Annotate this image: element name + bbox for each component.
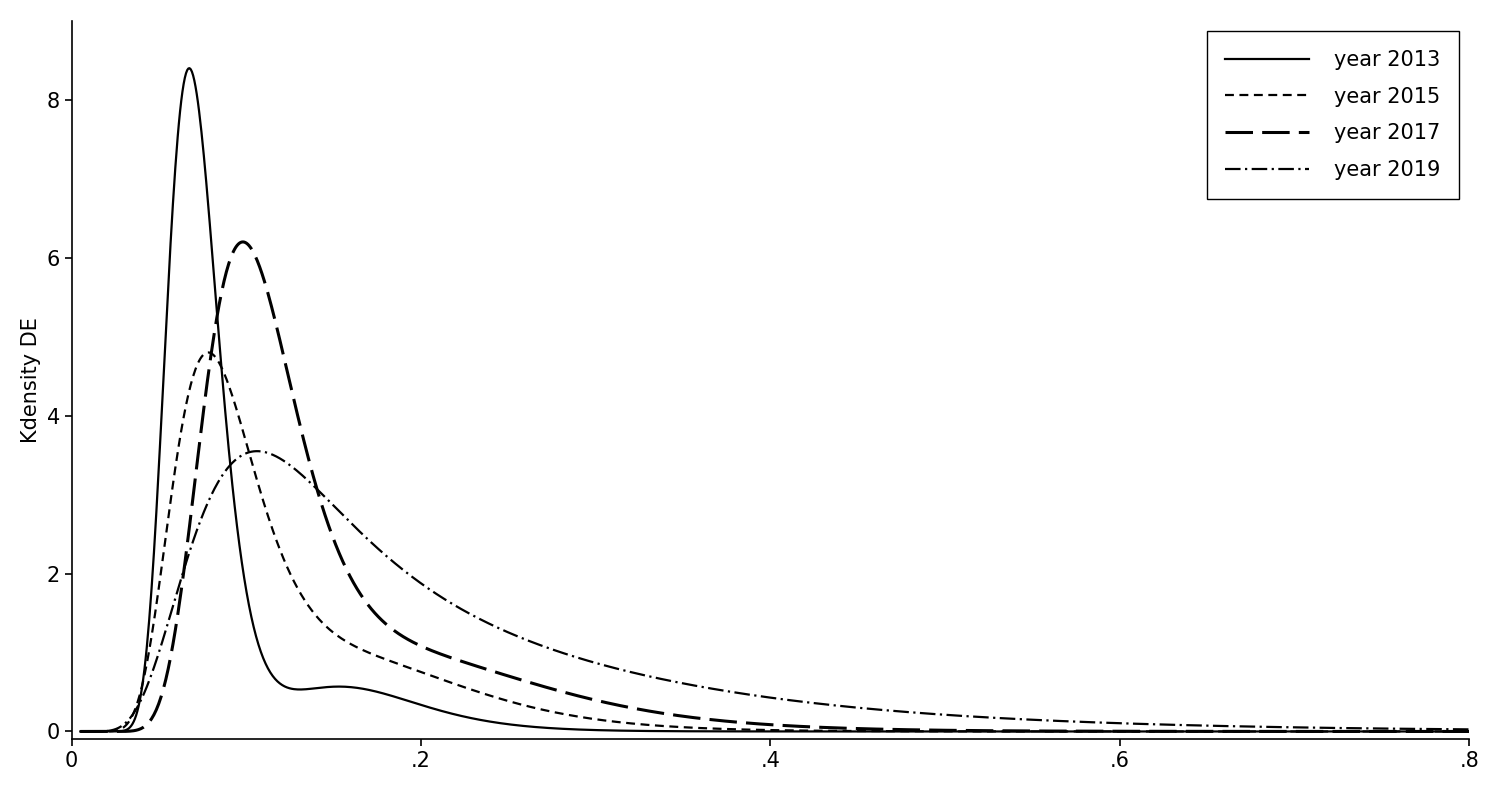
year 2015: [200, 348, 217, 357]
year 2017: [234, 237, 252, 246]
Y-axis label: Kdensity DE: Kdensity DE: [21, 317, 40, 443]
Line: year 2013: year 2013: [81, 68, 1500, 732]
year 2013: [552, 724, 570, 733]
year 2019: [72, 727, 90, 737]
Line: year 2017: year 2017: [81, 242, 1500, 732]
year 2013: [850, 727, 868, 737]
year 2015: [312, 617, 330, 626]
year 2019: [312, 489, 330, 498]
year 2019: [261, 449, 279, 459]
year 2013: [690, 726, 708, 736]
Legend: year 2013, year 2015, year 2017, year 2019: year 2013, year 2015, year 2017, year 20…: [1206, 31, 1460, 199]
year 2019: [249, 447, 267, 456]
year 2019: [850, 703, 868, 713]
year 2013: [821, 727, 839, 737]
year 2017: [1496, 727, 1500, 737]
year 2015: [690, 723, 708, 733]
year 2017: [821, 723, 839, 733]
year 2017: [312, 499, 330, 508]
year 2013: [1496, 727, 1500, 737]
year 2019: [690, 682, 708, 691]
year 2013: [180, 63, 198, 73]
year 2015: [72, 727, 90, 737]
year 2015: [261, 518, 279, 527]
year 2017: [552, 687, 570, 696]
year 2017: [261, 297, 279, 307]
year 2013: [72, 727, 90, 737]
Line: year 2015: year 2015: [81, 352, 1500, 732]
year 2013: [312, 683, 330, 692]
year 2019: [552, 648, 570, 657]
year 2017: [690, 714, 708, 723]
year 2015: [850, 726, 868, 736]
year 2015: [552, 709, 570, 718]
year 2015: [821, 726, 839, 736]
year 2017: [72, 727, 90, 737]
year 2017: [850, 724, 868, 733]
year 2019: [1496, 725, 1500, 734]
Line: year 2019: year 2019: [81, 451, 1500, 732]
year 2019: [821, 700, 839, 710]
year 2013: [261, 668, 279, 677]
year 2015: [1496, 727, 1500, 737]
